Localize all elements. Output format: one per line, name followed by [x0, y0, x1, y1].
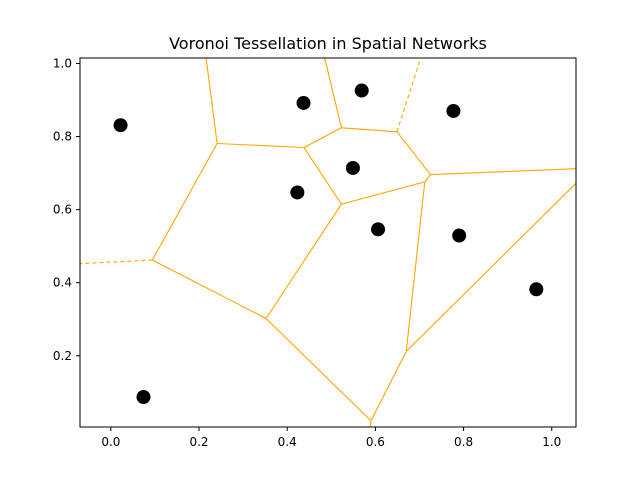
- voronoi-edge: [265, 203, 342, 319]
- voronoi-edge: [341, 181, 425, 205]
- data-point: [136, 390, 151, 405]
- voronoi-edge: [217, 142, 304, 149]
- x-tick-label: 0.2: [189, 435, 208, 449]
- voronoi-edge: [80, 259, 153, 265]
- data-point: [446, 103, 461, 118]
- voronoi-edge: [424, 174, 431, 183]
- data-point: [529, 282, 544, 297]
- data-point: [296, 95, 311, 110]
- voronoi-edge: [303, 127, 342, 148]
- voronoi-edge: [405, 181, 426, 352]
- data-point: [452, 228, 467, 243]
- voronoi-edge: [396, 131, 431, 175]
- voronoi-edge: [152, 259, 267, 319]
- data-point: [371, 222, 386, 237]
- plot-frame: [79, 57, 577, 428]
- y-tick-label: 1.0: [53, 56, 72, 70]
- voronoi-edge: [396, 61, 421, 132]
- chart-title: Voronoi Tessellation in Spatial Networks: [169, 34, 487, 53]
- voronoi-edges: [80, 58, 576, 427]
- x-tick-label: 0.4: [278, 435, 297, 449]
- voronoi-edge: [324, 58, 342, 128]
- voronoi-edge: [405, 182, 576, 352]
- voronoi-edge: [151, 143, 218, 261]
- data-point: [354, 83, 369, 98]
- y-tick-label: 0.4: [53, 276, 72, 290]
- y-tick-label: 0.8: [53, 130, 72, 144]
- x-tick-label: 0.8: [454, 435, 473, 449]
- y-axis: 0.2 0.4 0.6 0.8 1.0: [53, 56, 80, 363]
- voronoi-edge: [265, 318, 372, 422]
- data-points: [113, 83, 544, 405]
- x-tick-label: 1.0: [542, 435, 561, 449]
- voronoi-edge: [370, 351, 407, 422]
- y-tick-label: 0.2: [53, 349, 72, 363]
- x-tick-label: 0.6: [366, 435, 385, 449]
- x-tick-label: 0.0: [101, 435, 120, 449]
- voronoi-edge: [205, 58, 218, 144]
- x-axis: 0.0 0.2 0.4 0.6 0.8 1.0: [101, 427, 561, 449]
- voronoi-edge: [303, 147, 342, 205]
- voronoi-edge: [341, 127, 398, 133]
- voronoi-edge: [369, 420, 372, 427]
- voronoi-edge: [430, 168, 576, 176]
- data-point: [290, 185, 305, 200]
- data-point: [113, 118, 128, 133]
- data-point: [345, 160, 360, 175]
- y-tick-label: 0.6: [53, 203, 72, 217]
